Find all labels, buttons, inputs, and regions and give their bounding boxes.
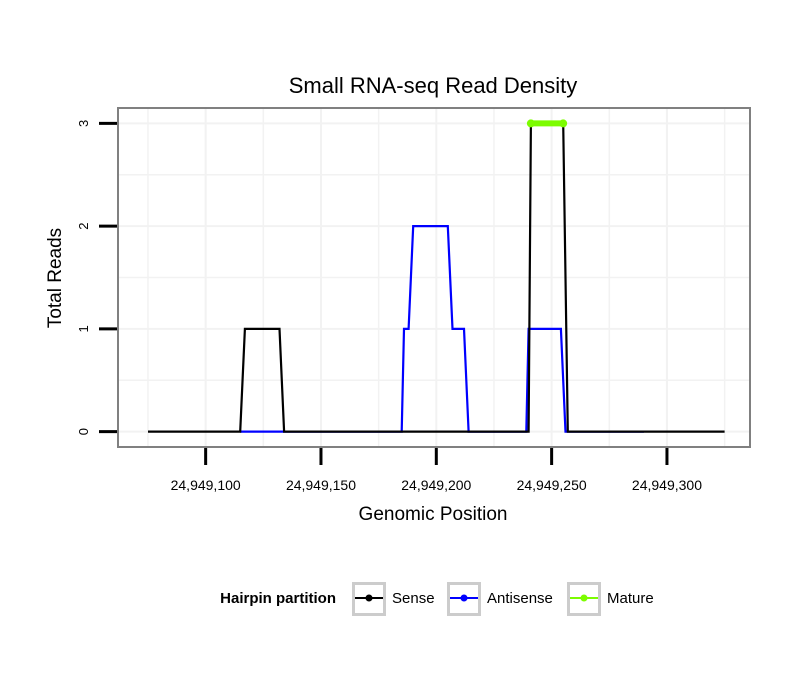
series-line-sense: [148, 122, 725, 433]
series-point-mature: [526, 119, 535, 128]
y-tick-label: 3: [76, 120, 91, 127]
grid: [118, 108, 750, 447]
y-tick-label: 0: [76, 428, 91, 435]
legend-label-mature: Mature: [607, 590, 654, 607]
x-tick-label: 24,949,250: [517, 477, 587, 493]
legend-key-antisense: [447, 582, 481, 616]
plot-panel-border: [117, 107, 751, 448]
axes: 24,949,100 24,949,150 24,949,200 24,949,250…: [76, 120, 702, 493]
x-axis-label: Genomic Position: [359, 504, 508, 525]
y-tick-label: 2: [76, 223, 91, 230]
legend-title: Hairpin partition: [220, 590, 336, 607]
series-lines: [148, 119, 725, 433]
chart-title: Small RNA-seq Read Density: [289, 73, 578, 98]
legend-label-sense: Sense: [392, 590, 435, 607]
legend-key-point: [365, 594, 373, 602]
legend: Hairpin partition Sense Antisense Mature: [220, 582, 654, 616]
x-tick-label: 24,949,200: [401, 477, 471, 493]
x-tick-label: 24,949,100: [171, 477, 241, 493]
series-point-mature: [559, 119, 568, 128]
legend-label-antisense: Antisense: [487, 590, 553, 607]
x-tick-label: 24,949,150: [286, 477, 356, 493]
x-tick-label: 24,949,300: [632, 477, 702, 493]
legend-key-point: [460, 594, 468, 602]
y-tick-label: 1: [76, 325, 91, 332]
y-axis-label: Total Reads: [45, 228, 66, 328]
legend-key-point: [580, 594, 588, 602]
